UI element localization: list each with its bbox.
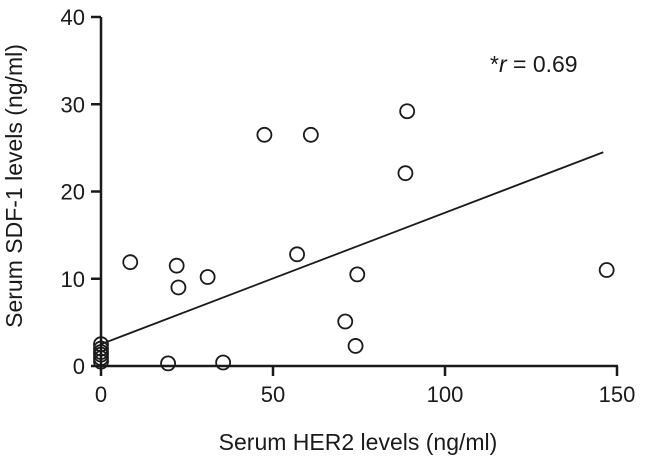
- data-point: [168, 257, 185, 274]
- correlation-annotation: *r = 0.69: [490, 51, 578, 77]
- data-point: [256, 126, 273, 143]
- axes: 0 50 100 150 0 10 20 30 40: [61, 5, 636, 407]
- y-tick-label: 10: [61, 267, 85, 292]
- data-point: [122, 254, 139, 271]
- data-point: [289, 246, 305, 263]
- data-point: [160, 355, 176, 372]
- data-point: [170, 279, 187, 296]
- y-tick-label: 0: [73, 354, 85, 379]
- plot-area: [93, 103, 615, 372]
- data-point: [399, 103, 416, 120]
- y-tick-label: 40: [61, 5, 85, 30]
- data-point: [349, 266, 366, 283]
- data-point: [598, 262, 615, 278]
- annotation-prefix: *: [490, 51, 499, 77]
- x-tick-label: 0: [95, 382, 107, 407]
- x-tick-label: 100: [427, 382, 464, 407]
- data-point: [397, 165, 414, 182]
- data-point: [199, 269, 216, 285]
- data-point: [302, 126, 319, 143]
- x-tick-label: 150: [599, 382, 636, 407]
- data-point: [337, 313, 354, 330]
- x-tick-label: 50: [261, 382, 285, 407]
- annotation-value: = 0.69: [507, 51, 578, 77]
- y-axis-title: Serum SDF-1 levels (ng/ml): [1, 44, 27, 328]
- regression-line: [100, 151, 604, 346]
- data-point: [347, 338, 364, 354]
- x-axis-title: Serum HER2 levels (ng/ml): [219, 429, 498, 455]
- annotation-variable: r: [499, 51, 508, 77]
- data-point: [215, 354, 232, 371]
- y-tick-label: 30: [61, 92, 85, 117]
- y-tick-label: 20: [61, 180, 85, 205]
